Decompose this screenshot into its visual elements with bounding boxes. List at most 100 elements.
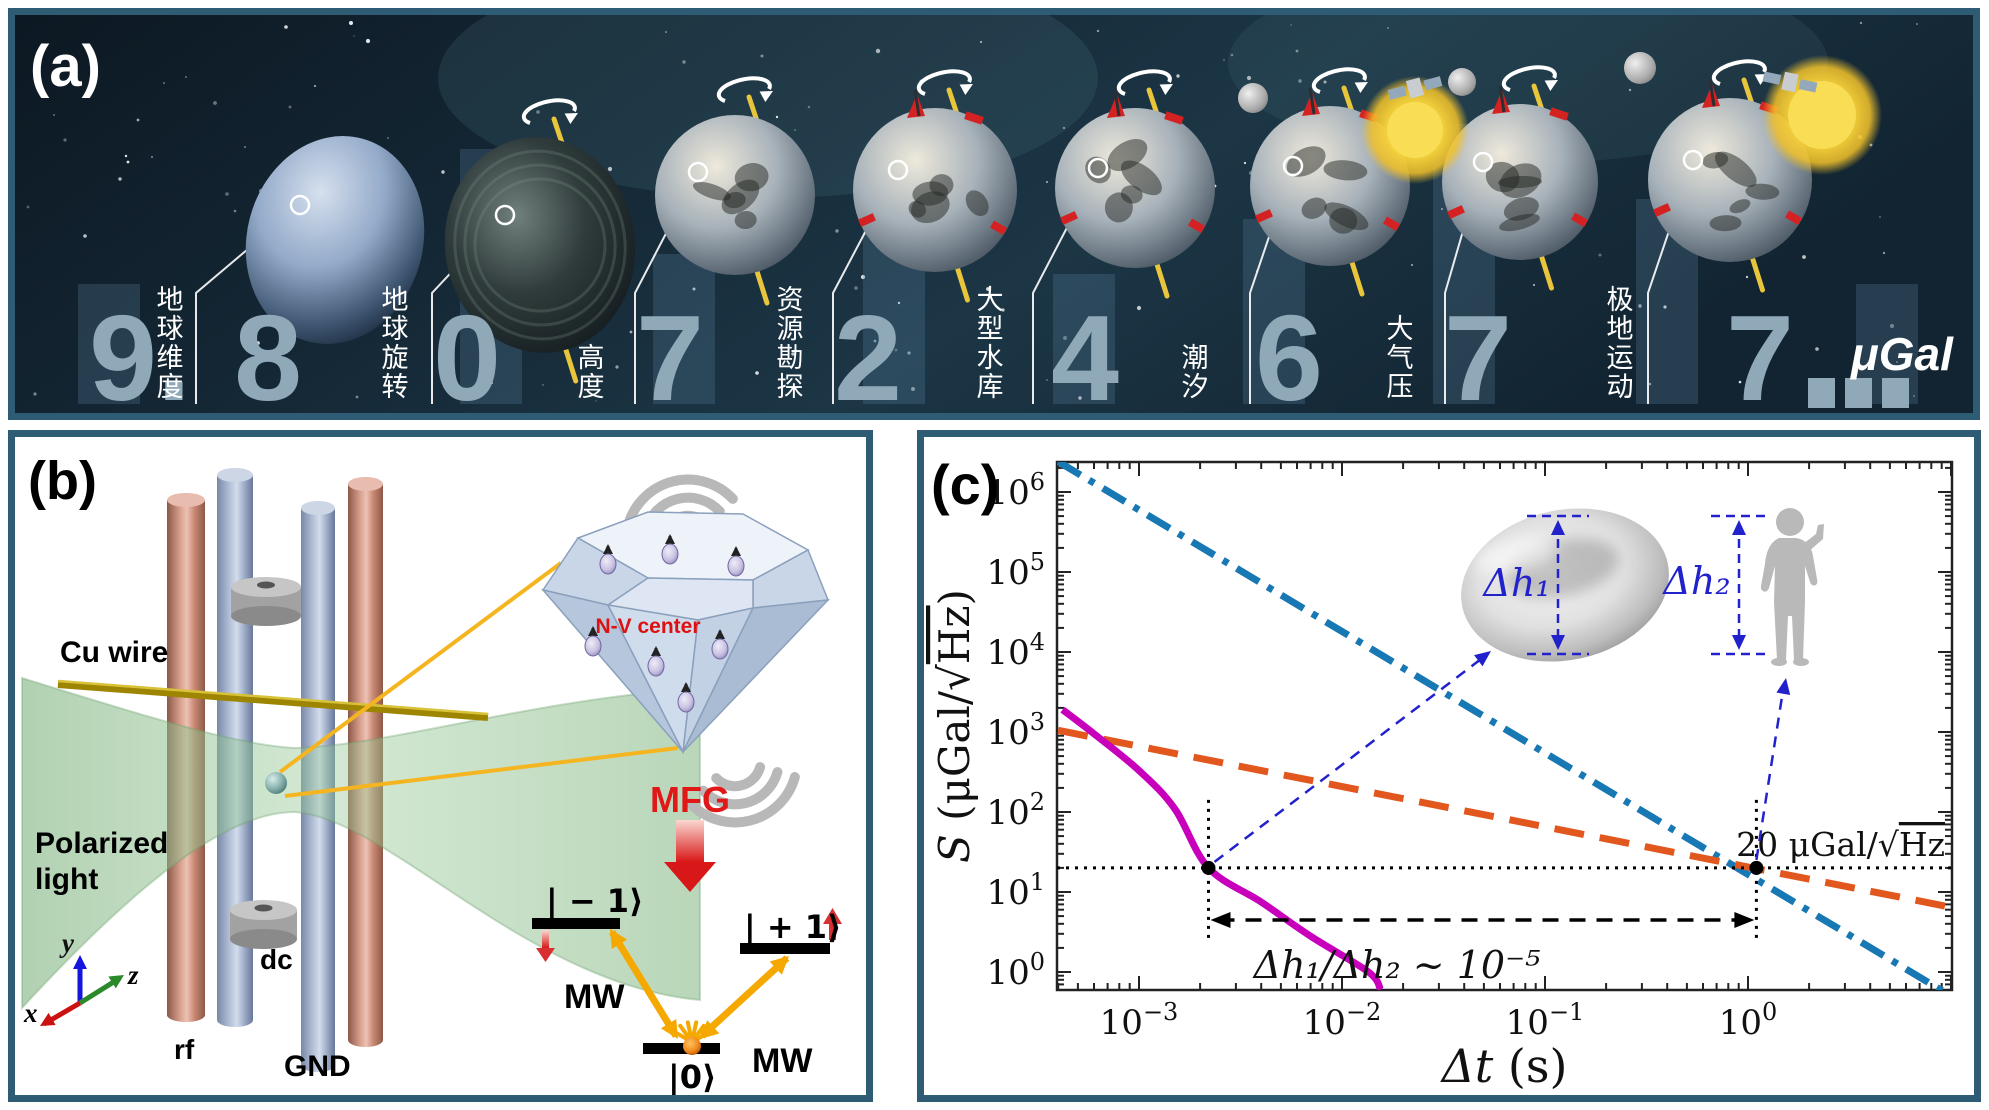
mfg-arrow (664, 820, 716, 892)
dh2-measure (1711, 514, 1767, 656)
gravity-digit: 4 (1051, 290, 1119, 420)
pointer-arrows (1213, 655, 1786, 863)
svg-text:104: 104 (986, 628, 1045, 673)
panel-a-gravity-digits: 9. 8 0 7 2 4 6 7 7 地球维度 地球旋转 高度 资源勘探 大型水库 潮汐 大气压 极地运动 μGa… (8, 8, 1980, 420)
rotation-arrow-icon (1311, 67, 1368, 94)
x-axis-label: Δt (s) (1440, 1039, 1568, 1093)
gravity-digit: 6 (1255, 290, 1323, 420)
spin-down-icon (536, 930, 555, 962)
sensitivity-annotation: 20 μGal/√Hz (1736, 825, 1945, 864)
ellipsis-dot (1882, 378, 1909, 408)
factor-label: 高度 (578, 343, 605, 402)
svg-text:10−2: 10−2 (1303, 998, 1382, 1043)
planet-7 (1442, 65, 1598, 291)
factor-label: 大气压 (1387, 314, 1414, 402)
dh2-label: Δh₂ (1661, 559, 1730, 603)
svg-text:100: 100 (1719, 998, 1778, 1043)
moon-icon (1238, 83, 1268, 113)
svg-text:102: 102 (986, 788, 1045, 833)
svg-text:105: 105 (986, 548, 1045, 593)
svg-text:103: 103 (986, 708, 1045, 753)
svg-text:10−1: 10−1 (1506, 998, 1585, 1043)
level-plus1-label: | + 1⟩ (744, 908, 842, 946)
planet-marker-ring (1282, 155, 1304, 177)
factor-label: 大型水库 (977, 285, 1004, 402)
delta-t-range-arrow (1210, 912, 1755, 928)
gravity-digit: 0 (433, 290, 501, 420)
rotation-arrow-icon (521, 98, 578, 125)
axis-z-label: z (128, 960, 139, 990)
axis-y-label: y (62, 928, 74, 958)
person-silhouette (1760, 508, 1824, 666)
ratio-annotation: Δh₁/Δh₂ ~ 10⁻⁵ (1252, 943, 1541, 987)
planet-marker-ring (1087, 157, 1109, 179)
trapped-nanodiamond (265, 772, 287, 794)
panel-b-scene: N-V center MFG (21, 468, 842, 1072)
factor-label: 资源勘探 (777, 285, 804, 402)
ground-state-population-dot (683, 1037, 701, 1055)
dc-electrode-top (231, 577, 301, 626)
dh1-label: Δh₁ (1481, 561, 1550, 605)
planet-1 (245, 136, 425, 344)
panel-a-label: (a) (30, 34, 101, 99)
rotation-arrow-icon (1116, 69, 1173, 96)
ellipsis-dot (1845, 378, 1872, 408)
x-tick-labels: 10−3 10−2 10−1 100 (1100, 998, 1778, 1043)
nv-center-label: N-V center (595, 615, 700, 638)
factor-label: 地球维度 (157, 285, 184, 402)
panel-b-trap-diagram: N-V center MFG (b) Cu wire Polarized ligh… (8, 430, 873, 1102)
unit-ugal: μGal (1849, 328, 1954, 380)
svg-text:10−3: 10−3 (1100, 998, 1179, 1043)
series-blue-dashdot-line (1057, 462, 1947, 990)
level-0-label: |0⟩ (668, 1058, 717, 1096)
satellite-icon (1762, 71, 1818, 93)
rotation-arrow-icon (1501, 65, 1558, 92)
mfg-label: MFG (650, 779, 730, 820)
planet-marker-ring (289, 194, 311, 216)
gravity-digit: 9. (89, 290, 191, 420)
gravity-digit: 7 (1444, 290, 1512, 420)
planet-5 (1055, 69, 1215, 299)
axis-x-label: x (24, 998, 38, 1028)
axis-ticks (1057, 462, 1952, 990)
intersection-dot (1749, 860, 1764, 875)
gravity-digit: 7 (1726, 290, 1794, 420)
gravity-digit: 8 (234, 290, 302, 420)
panel-c-sensitivity-chart: 10−3 10−2 10−1 100 100 101 102 103 104 105 106 Δt (… (917, 430, 1981, 1102)
microwave-arcs-bottom (685, 762, 800, 828)
svg-text:100: 100 (986, 948, 1045, 993)
gravity-digit: 7 (636, 290, 704, 420)
planet-2 (444, 98, 636, 384)
planet-marker-ring (494, 204, 516, 226)
mw-left-label: MW (564, 978, 625, 1016)
gravity-digit: 2 (834, 290, 902, 420)
cu-wire (57, 679, 489, 721)
planet-marker-ring (1472, 151, 1494, 173)
cu-wire-label: Cu wire (60, 636, 169, 669)
factor-label: 潮汐 (1182, 343, 1209, 402)
planet-3 (655, 76, 815, 306)
zoom-connector-lines (278, 561, 679, 798)
intersection-dot (1201, 860, 1216, 875)
level-minus1-label: | − 1⟩ (546, 882, 644, 920)
drill-rigs-icon (1060, 94, 1206, 233)
mw-right-label: MW (752, 1042, 813, 1080)
spin-up-icon (823, 908, 842, 940)
panel-a-scene: 9. 8 0 7 2 4 6 7 7地球维度地球旋转高度资源勘探大型水库潮汐大气压极地运动μGa… (8, 8, 1980, 420)
moon-icon (1448, 68, 1476, 96)
panel-b-label: (b) (28, 451, 97, 511)
polarized-light-label: Polarized light (35, 827, 169, 896)
ellipsis-dot (1808, 378, 1835, 408)
factor-label: 极地运动 (1607, 285, 1634, 402)
planet-marker-ring (887, 159, 909, 181)
gnd-label: GND (284, 1050, 351, 1083)
rotation-arrow-icon (716, 76, 773, 103)
dc-label: dc (260, 944, 293, 975)
planet-4 (853, 69, 1017, 303)
factor-labels: 地球维度 地球旋转 高度 资源勘探 大型水库 潮汐 大气压 极地运动 (157, 285, 1634, 402)
series-orange-dashed-line (1057, 726, 1952, 912)
panel-c-label: (c) (931, 453, 999, 516)
